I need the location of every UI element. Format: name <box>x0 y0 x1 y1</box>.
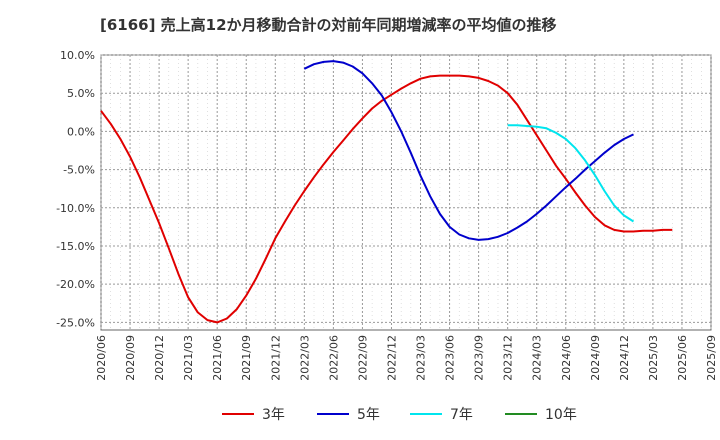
x-tick-label: 2024/03 <box>531 335 544 381</box>
x-tick-label: 2024/09 <box>589 335 602 381</box>
x-tick-label: 2022/12 <box>385 335 398 381</box>
y-tick-label: -5.0% <box>63 164 95 177</box>
x-tick-label: 2020/12 <box>153 335 166 381</box>
series-line-3年 <box>100 74 673 324</box>
x-tick-label: 2021/09 <box>240 335 253 381</box>
x-tick-label: 2022/06 <box>327 335 340 381</box>
y-tick-label: -10.0% <box>56 202 95 215</box>
legend-label: 5年 <box>357 407 380 423</box>
chart-title: [6166] 売上高12か月移動合計の対前年同期増減率の平均値の推移 <box>100 16 557 34</box>
x-tick-label: 2023/03 <box>415 335 428 381</box>
x-tick-label: 2020/06 <box>95 335 108 381</box>
x-tick-label: 2023/12 <box>502 335 515 381</box>
x-tick-label: 2024/06 <box>560 335 573 381</box>
y-tick-label: -20.0% <box>56 278 95 291</box>
legend-label: 3年 <box>262 407 285 423</box>
series-line-5年 <box>303 60 634 241</box>
x-tick-label: 2023/06 <box>444 335 457 381</box>
x-tick-label: 2021/12 <box>269 335 282 381</box>
x-tick-label: 2023/09 <box>473 335 486 381</box>
y-axis: 10.0% 5.0% 0.0% -5.0% -10.0% -15.0% -20.0% -25.… <box>56 49 95 329</box>
plot-area <box>100 54 712 331</box>
x-tick-label: 2022/03 <box>298 335 311 381</box>
legend: 3年 5年 7年 10年 <box>222 407 577 423</box>
y-tick-label: 5.0% <box>67 87 95 100</box>
grid <box>100 54 712 330</box>
y-tick-label: 0.0% <box>67 125 95 138</box>
legend-label: 10年 <box>545 407 577 423</box>
y-tick-label: -15.0% <box>56 240 95 253</box>
x-axis: 2020/06 2020/09 2020/12 2021/03 2021/06 2021/… <box>95 335 718 381</box>
series-line-7年 <box>507 124 635 223</box>
x-tick-label: 2024/12 <box>618 335 631 381</box>
y-tick-label: 10.0% <box>60 49 95 62</box>
x-tick-label: 2022/09 <box>356 335 369 381</box>
y-tick-label: -25.0% <box>56 316 95 329</box>
x-tick-label: 2020/09 <box>124 335 137 381</box>
x-tick-label: 2021/06 <box>211 335 224 381</box>
x-tick-label: 2025/09 <box>705 335 718 381</box>
x-tick-label: 2021/03 <box>182 335 195 381</box>
series-group <box>100 60 673 324</box>
x-tick-label: 2025/03 <box>647 335 660 381</box>
x-tick-label: 2025/06 <box>676 335 689 381</box>
legend-label: 7年 <box>450 407 473 423</box>
